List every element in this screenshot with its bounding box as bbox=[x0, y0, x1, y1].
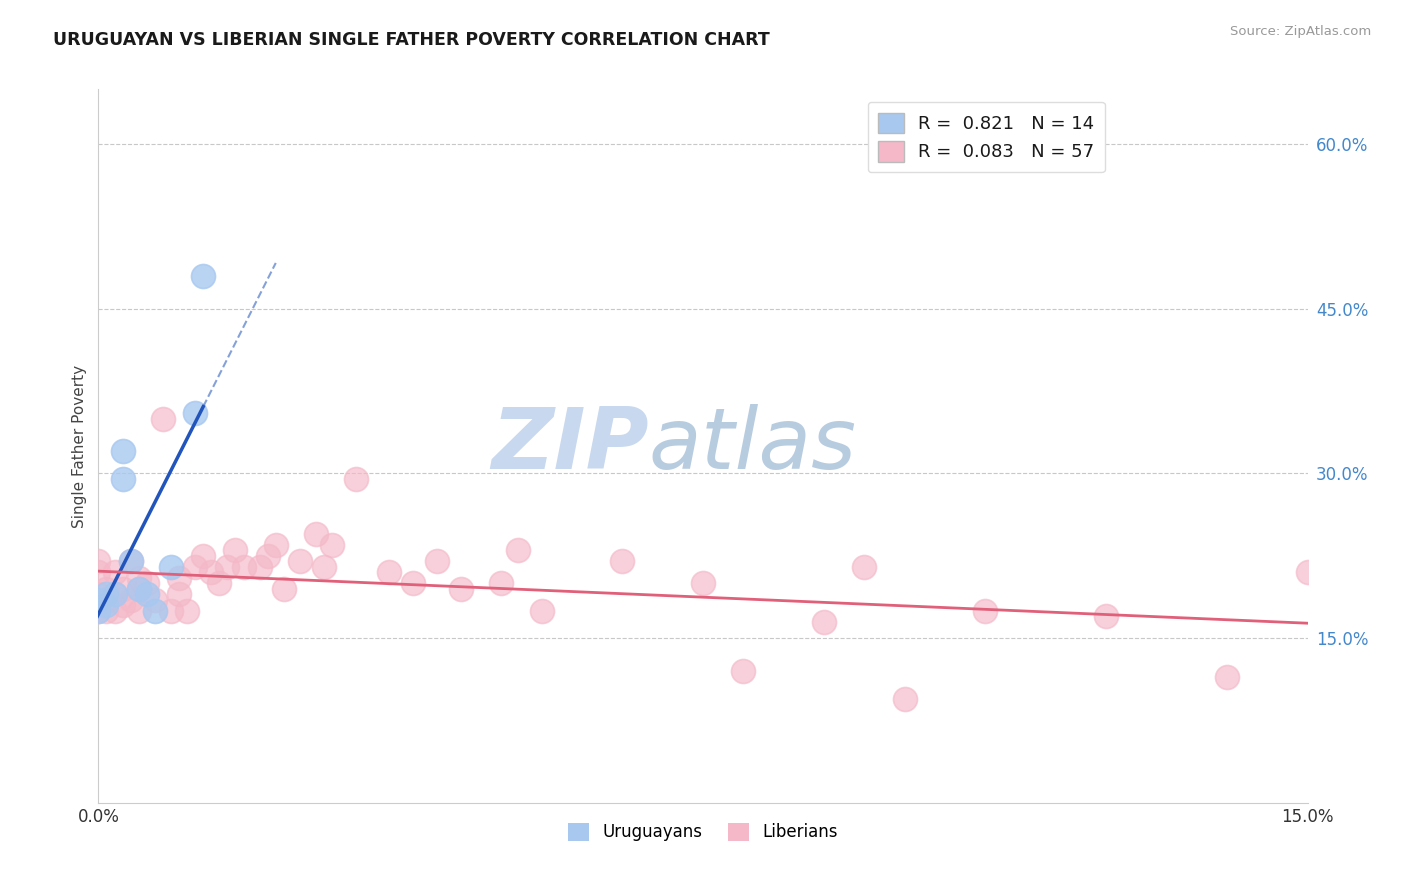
Point bbox=[135, 576, 157, 591]
Point bbox=[1095, 609, 1118, 624]
Point bbox=[402, 576, 425, 591]
Point bbox=[853, 559, 876, 574]
Point bbox=[893, 691, 915, 706]
Point bbox=[111, 598, 134, 612]
Point bbox=[87, 604, 110, 618]
Y-axis label: Single Father Poverty: Single Father Poverty bbox=[72, 365, 87, 527]
Text: URUGUAYAN VS LIBERIAN SINGLE FATHER POVERTY CORRELATION CHART: URUGUAYAN VS LIBERIAN SINGLE FATHER POVE… bbox=[53, 31, 770, 49]
Point bbox=[143, 604, 166, 618]
Point bbox=[377, 566, 399, 580]
Point bbox=[264, 538, 287, 552]
Point bbox=[193, 268, 215, 283]
Point bbox=[152, 411, 174, 425]
Point bbox=[103, 587, 125, 601]
Point bbox=[111, 444, 134, 458]
Point bbox=[530, 604, 553, 618]
Point bbox=[450, 582, 472, 596]
Point bbox=[103, 566, 125, 580]
Point bbox=[314, 559, 336, 574]
Point bbox=[128, 582, 150, 596]
Point bbox=[128, 582, 150, 596]
Legend: Uruguayans, Liberians: Uruguayans, Liberians bbox=[561, 816, 845, 848]
Point bbox=[1216, 669, 1239, 683]
Point bbox=[96, 582, 118, 596]
Point bbox=[426, 554, 449, 568]
Point bbox=[120, 592, 142, 607]
Point bbox=[96, 592, 118, 607]
Point bbox=[813, 615, 835, 629]
Point bbox=[256, 549, 278, 563]
Point bbox=[184, 406, 207, 420]
Point bbox=[184, 559, 207, 574]
Point bbox=[87, 592, 110, 607]
Point bbox=[193, 549, 215, 563]
Point bbox=[200, 566, 222, 580]
Point bbox=[135, 587, 157, 601]
Point bbox=[167, 571, 190, 585]
Point bbox=[288, 554, 311, 568]
Point bbox=[87, 587, 110, 601]
Point bbox=[232, 559, 254, 574]
Point bbox=[87, 566, 110, 580]
Point bbox=[506, 543, 529, 558]
Point bbox=[208, 576, 231, 591]
Point bbox=[273, 582, 295, 596]
Point bbox=[103, 587, 125, 601]
Text: Source: ZipAtlas.com: Source: ZipAtlas.com bbox=[1230, 25, 1371, 38]
Point bbox=[111, 472, 134, 486]
Point bbox=[143, 592, 166, 607]
Point bbox=[96, 598, 118, 612]
Point bbox=[96, 604, 118, 618]
Point bbox=[160, 559, 183, 574]
Point bbox=[167, 587, 190, 601]
Point bbox=[344, 472, 367, 486]
Point bbox=[87, 554, 110, 568]
Point bbox=[128, 571, 150, 585]
Point bbox=[111, 582, 134, 596]
Point bbox=[305, 526, 328, 541]
Point bbox=[160, 604, 183, 618]
Point bbox=[612, 554, 634, 568]
Point bbox=[128, 604, 150, 618]
Point bbox=[1296, 566, 1319, 580]
Point bbox=[249, 559, 271, 574]
Point bbox=[224, 543, 246, 558]
Point bbox=[733, 664, 755, 678]
Text: ZIP: ZIP bbox=[491, 404, 648, 488]
Point bbox=[96, 587, 118, 601]
Point bbox=[176, 604, 198, 618]
Point bbox=[120, 554, 142, 568]
Point bbox=[103, 604, 125, 618]
Text: atlas: atlas bbox=[648, 404, 856, 488]
Point bbox=[217, 559, 239, 574]
Point bbox=[974, 604, 997, 618]
Point bbox=[491, 576, 513, 591]
Point bbox=[87, 604, 110, 618]
Point bbox=[120, 554, 142, 568]
Point bbox=[692, 576, 714, 591]
Point bbox=[321, 538, 343, 552]
